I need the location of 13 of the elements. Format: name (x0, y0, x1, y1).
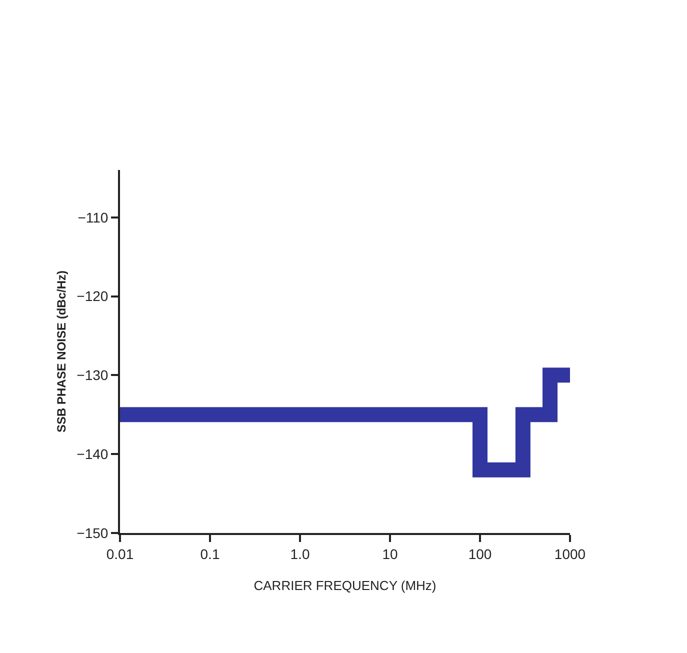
x-tick-label: 0.1 (200, 546, 220, 562)
x-axis-title: CARRIER FREQUENCY (MHz) (254, 578, 436, 593)
y-tick-label: −130 (76, 367, 108, 384)
x-tick-label: 10 (382, 546, 398, 562)
y-tick-label: −150 (76, 524, 108, 541)
x-tick-label: 0.01 (106, 546, 134, 562)
y-axis-title: SSB PHASE NOISE (dBc/Hz) (54, 270, 68, 433)
y-tick-label: −110 (78, 209, 108, 226)
y-tick-label: −120 (76, 288, 108, 304)
x-tick-label: 100 (468, 546, 492, 562)
y-tick-label: −140 (76, 446, 108, 462)
x-tick-label: 1000 (554, 546, 586, 562)
x-tick-label: 1.0 (290, 546, 310, 562)
